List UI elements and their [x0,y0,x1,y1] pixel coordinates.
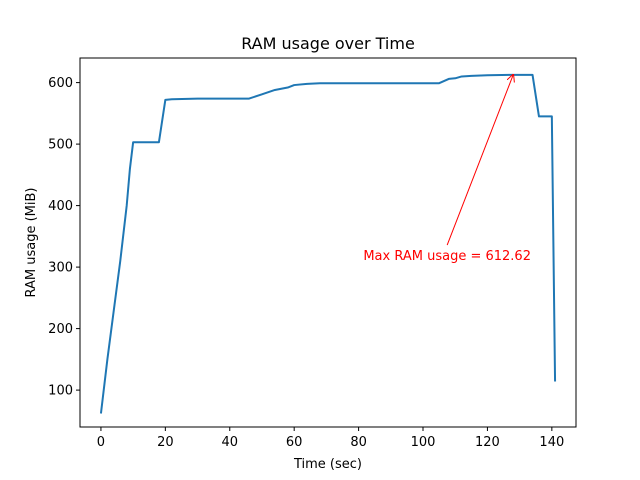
y-tick-label: 100 [48,384,73,399]
x-tick-label: 60 [286,435,303,450]
chart-title: RAM usage over Time [241,34,415,53]
annotation-arrow [446,75,513,246]
x-tick-label: 40 [221,435,238,450]
annotation-label: Max RAM usage = 612.62 [363,249,531,264]
y-tick-label: 600 [48,76,73,91]
y-tick-label: 400 [48,199,73,214]
x-tick-label: 0 [97,435,105,450]
axes-frame [79,57,577,428]
y-tick-label: 300 [48,261,73,276]
x-axis-title: Time (sec) [293,457,362,472]
x-tick-label: 80 [350,435,367,450]
y-axis-title: RAM usage (MiB) [24,188,39,298]
y-axis: 100 200 300 400 500 600 [48,76,80,399]
x-axis: 0 20 40 60 80 100 120 140 [97,427,564,450]
x-tick-label: 20 [157,435,174,450]
x-tick-label: 100 [411,435,436,450]
x-tick-label: 120 [475,435,500,450]
plot-area [99,73,557,414]
y-tick-label: 200 [48,322,73,337]
series-line [99,73,557,414]
annotation: Max RAM usage = 612.62 [363,75,531,264]
x-tick-label: 140 [539,435,564,450]
y-tick-label: 500 [48,138,73,153]
